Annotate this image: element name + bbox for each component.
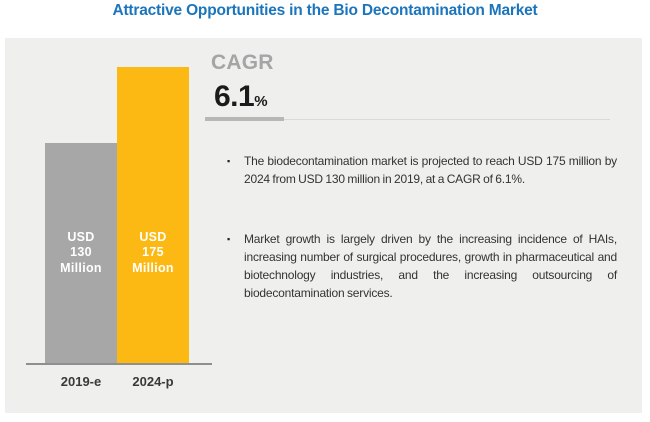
bar-2019-value-label: USD 130 Million xyxy=(60,229,102,275)
x-tick-2024: 2024-p xyxy=(132,374,174,389)
cagr-label: CAGR xyxy=(211,51,274,74)
bar-2024-value-label: USD 175 Million xyxy=(132,229,174,275)
bar-2019: USD 130 Million xyxy=(45,143,117,364)
bullet-text-market-size: The biodecontamination market is project… xyxy=(244,154,617,186)
x-tick-2019: 2019-e xyxy=(60,374,102,389)
cagr-value: 6.1% xyxy=(214,80,268,114)
bar-2024: USD 175 Million xyxy=(117,67,189,364)
bullet-item-market-size: ▪ The biodecontamination market is proje… xyxy=(227,152,617,188)
bullet-item-market-drivers: ▪ Market growth is largely driven by the… xyxy=(227,230,617,302)
cagr-value-number: 6.1 xyxy=(214,80,255,113)
bullet-square-icon: ▪ xyxy=(227,234,231,244)
divider-rule xyxy=(205,119,610,120)
bullet-square-icon: ▪ xyxy=(227,156,231,166)
x-axis-line xyxy=(26,363,212,365)
bullet-text-market-drivers: Market growth is largely driven by the i… xyxy=(244,232,617,300)
page-title: Attractive Opportunities in the Bio Deco… xyxy=(112,2,538,19)
divider-rule-accent xyxy=(205,117,284,121)
cagr-percent-sign: % xyxy=(254,93,268,110)
